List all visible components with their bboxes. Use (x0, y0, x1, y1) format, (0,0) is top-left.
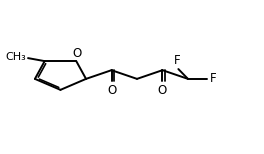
Text: O: O (158, 84, 167, 97)
Text: F: F (210, 72, 217, 85)
Text: O: O (107, 84, 116, 97)
Text: O: O (72, 47, 81, 60)
Text: F: F (174, 54, 180, 67)
Text: CH₃: CH₃ (5, 52, 26, 62)
